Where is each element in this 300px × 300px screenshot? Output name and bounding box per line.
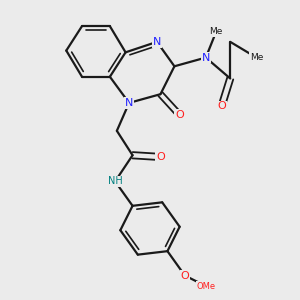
Text: O: O (181, 271, 189, 281)
Text: O: O (175, 110, 184, 120)
Text: OMe: OMe (196, 281, 215, 290)
Text: Me: Me (210, 27, 223, 36)
Text: N: N (153, 37, 161, 47)
Text: Me: Me (250, 53, 263, 62)
Text: O: O (217, 101, 226, 111)
Text: N: N (202, 52, 210, 63)
Text: N: N (125, 98, 133, 108)
Text: O: O (156, 152, 165, 162)
Text: NH: NH (108, 176, 122, 186)
